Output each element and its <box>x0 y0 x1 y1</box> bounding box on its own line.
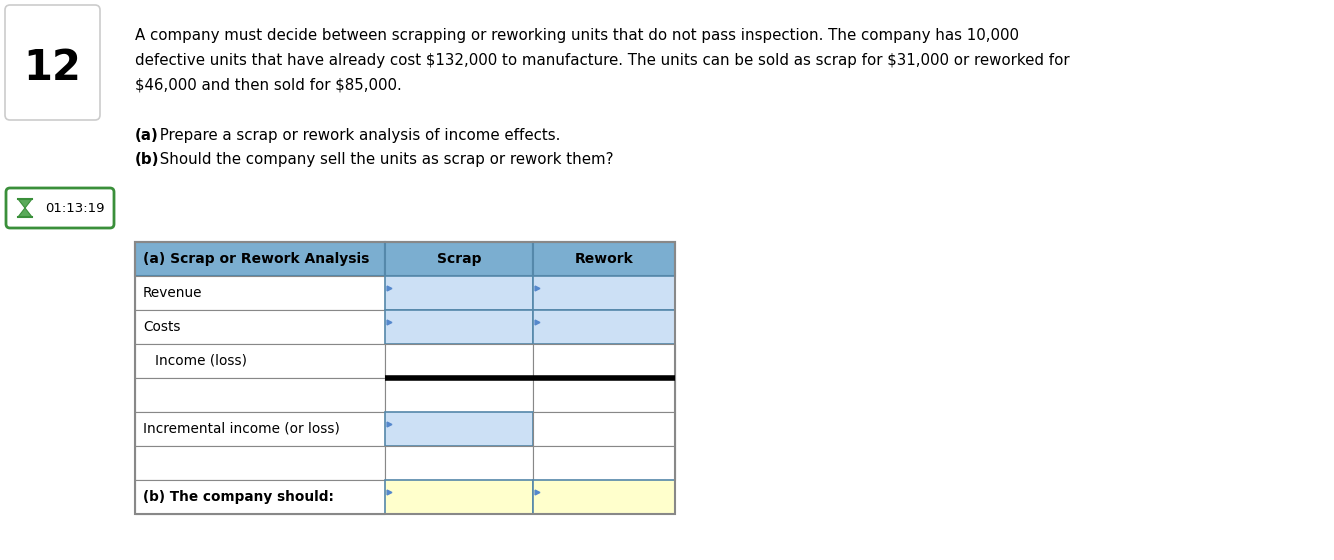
Bar <box>534 412 675 446</box>
Text: \$46,000 and then sold for \$85,000.: \$46,000 and then sold for \$85,000. <box>135 78 402 93</box>
Text: A company must decide between scrapping or reworking units that do not pass insp: A company must decide between scrapping … <box>135 28 1019 43</box>
Text: Prepare a scrap or rework analysis of income effects.: Prepare a scrap or rework analysis of in… <box>155 128 560 143</box>
Text: Incremental income (or loss): Incremental income (or loss) <box>143 422 340 436</box>
Text: (a): (a) <box>135 128 159 143</box>
Bar <box>386 480 534 514</box>
Bar <box>386 446 534 480</box>
Text: 12: 12 <box>23 47 81 89</box>
Bar <box>534 480 675 514</box>
Bar <box>135 412 386 446</box>
Text: Income (loss): Income (loss) <box>155 354 247 368</box>
Bar <box>386 276 534 310</box>
Bar <box>386 242 534 276</box>
Bar <box>135 242 386 276</box>
Text: Costs: Costs <box>143 320 180 334</box>
Bar <box>135 310 386 344</box>
Text: Rework: Rework <box>575 252 634 266</box>
Bar <box>534 446 675 480</box>
Bar <box>386 344 534 378</box>
Bar <box>135 446 386 480</box>
Bar <box>386 412 534 446</box>
Bar <box>386 310 534 344</box>
Bar <box>135 378 386 412</box>
Bar <box>534 242 675 276</box>
Text: defective units that have already cost \$132,000 to manufacture. The units can b: defective units that have already cost \… <box>135 53 1070 68</box>
Text: Scrap: Scrap <box>436 252 482 266</box>
Polygon shape <box>17 208 32 217</box>
Bar <box>135 242 675 514</box>
Polygon shape <box>17 199 32 208</box>
Text: Should the company sell the units as scrap or rework them?: Should the company sell the units as scr… <box>155 152 614 167</box>
Bar <box>534 344 675 378</box>
Text: (a) Scrap or Rework Analysis: (a) Scrap or Rework Analysis <box>143 252 370 266</box>
Text: 01:13:19: 01:13:19 <box>45 202 105 214</box>
Text: (b): (b) <box>135 152 160 167</box>
Bar <box>135 480 386 514</box>
Bar <box>534 276 675 310</box>
Bar <box>135 276 386 310</box>
Bar <box>534 310 675 344</box>
Text: Revenue: Revenue <box>143 286 203 300</box>
Bar <box>386 378 534 412</box>
Bar <box>534 378 675 412</box>
Bar <box>135 344 386 378</box>
Text: (b) The company should:: (b) The company should: <box>143 490 334 504</box>
FancyBboxPatch shape <box>5 188 113 228</box>
FancyBboxPatch shape <box>5 5 100 120</box>
